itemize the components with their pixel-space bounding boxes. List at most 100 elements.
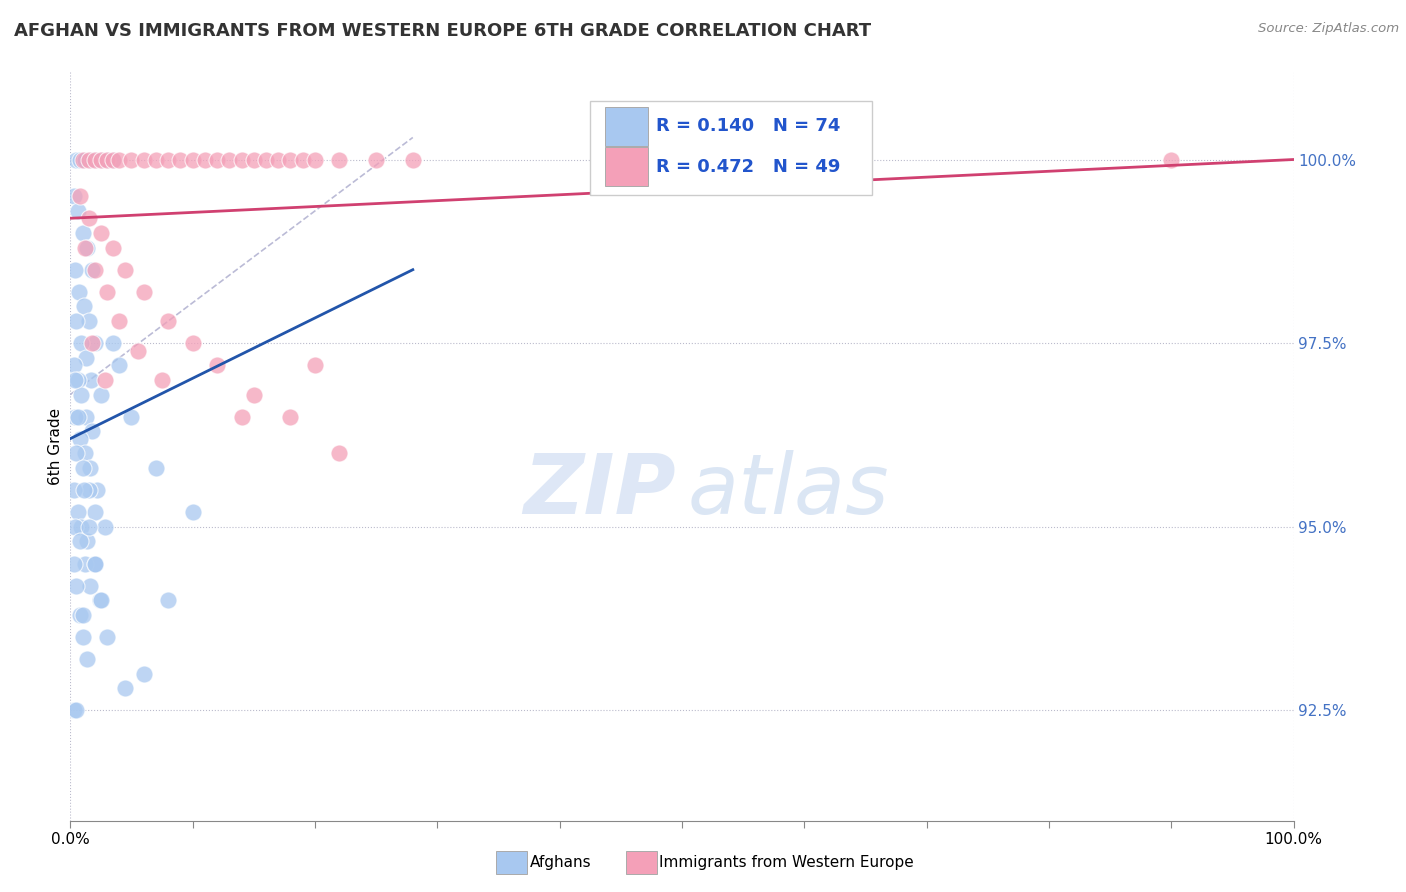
Point	[83, 557, 105, 571]
Point	[205, 153, 228, 167]
Point	[150, 373, 173, 387]
Point	[77, 520, 100, 534]
Point	[73, 483, 96, 497]
Point	[72, 226, 94, 240]
Point	[77, 211, 100, 226]
Point	[73, 557, 96, 571]
Point	[73, 300, 96, 314]
Text: AFGHAN VS IMMIGRANTS FROM WESTERN EUROPE 6TH GRADE CORRELATION CHART: AFGHAN VS IMMIGRANTS FROM WESTERN EUROPE…	[14, 22, 872, 40]
Point	[127, 343, 149, 358]
Point	[73, 153, 96, 167]
Point	[63, 373, 86, 387]
Point	[75, 409, 97, 424]
Point	[72, 153, 94, 167]
Point	[101, 153, 124, 167]
Point	[76, 241, 98, 255]
Point	[63, 262, 86, 277]
Point	[77, 153, 100, 167]
Point	[121, 153, 143, 167]
Point	[63, 557, 86, 571]
Point	[194, 153, 217, 167]
Point	[157, 593, 180, 607]
Point	[96, 285, 118, 299]
Point	[76, 652, 98, 666]
Point	[328, 446, 350, 460]
Point	[157, 153, 180, 167]
Point	[63, 409, 86, 424]
Y-axis label: 6th Grade: 6th Grade	[48, 408, 63, 484]
Point	[77, 153, 100, 167]
Point	[101, 241, 124, 255]
Point	[205, 358, 228, 372]
Point	[65, 314, 87, 328]
Point	[79, 578, 101, 592]
Point	[145, 461, 167, 475]
Point	[90, 153, 112, 167]
Point	[231, 409, 253, 424]
Point	[69, 432, 91, 446]
Point	[402, 153, 425, 167]
Text: ZIP: ZIP	[523, 450, 676, 532]
Point	[304, 358, 326, 372]
Point	[132, 666, 155, 681]
Point	[72, 461, 94, 475]
Point	[83, 505, 105, 519]
Point	[157, 314, 180, 328]
Point	[101, 336, 124, 351]
Point	[108, 358, 131, 372]
Point	[66, 505, 89, 519]
Point	[243, 153, 266, 167]
Point	[82, 153, 104, 167]
Point	[114, 681, 136, 696]
Point	[76, 534, 98, 549]
Point	[83, 557, 105, 571]
Point	[101, 153, 124, 167]
Point	[231, 153, 253, 167]
Point	[83, 153, 105, 167]
Point	[114, 262, 136, 277]
Point	[93, 520, 115, 534]
Point	[181, 153, 204, 167]
Point	[73, 241, 96, 255]
Point	[243, 387, 266, 401]
Point	[132, 285, 155, 299]
Point	[66, 373, 89, 387]
Point	[65, 446, 87, 460]
Text: Source: ZipAtlas.com: Source: ZipAtlas.com	[1258, 22, 1399, 36]
Point	[328, 153, 350, 167]
Point	[291, 153, 314, 167]
Text: Immigrants from Western Europe: Immigrants from Western Europe	[659, 855, 914, 870]
Point	[79, 461, 101, 475]
Point	[254, 153, 277, 167]
Point	[72, 153, 94, 167]
Point	[90, 593, 112, 607]
Point	[83, 557, 105, 571]
Point	[86, 483, 108, 497]
Point	[280, 409, 302, 424]
Point	[267, 153, 290, 167]
Point	[69, 153, 91, 167]
Point	[63, 189, 86, 203]
Point	[63, 358, 86, 372]
Text: R = 0.140   N = 74: R = 0.140 N = 74	[657, 117, 841, 135]
FancyBboxPatch shape	[591, 102, 872, 195]
Point	[89, 593, 111, 607]
Point	[218, 153, 240, 167]
Point	[145, 153, 167, 167]
Point	[121, 409, 143, 424]
Point	[70, 387, 93, 401]
Point	[90, 153, 112, 167]
Text: R = 0.472   N = 49: R = 0.472 N = 49	[657, 158, 841, 176]
Point	[73, 446, 96, 460]
Point	[169, 153, 191, 167]
Point	[77, 483, 100, 497]
Point	[82, 262, 104, 277]
Text: atlas: atlas	[688, 450, 890, 532]
Point	[108, 314, 131, 328]
Point	[83, 262, 105, 277]
Point	[83, 336, 105, 351]
Point	[96, 153, 118, 167]
Point	[63, 520, 86, 534]
Point	[181, 336, 204, 351]
Text: Afghans: Afghans	[530, 855, 592, 870]
